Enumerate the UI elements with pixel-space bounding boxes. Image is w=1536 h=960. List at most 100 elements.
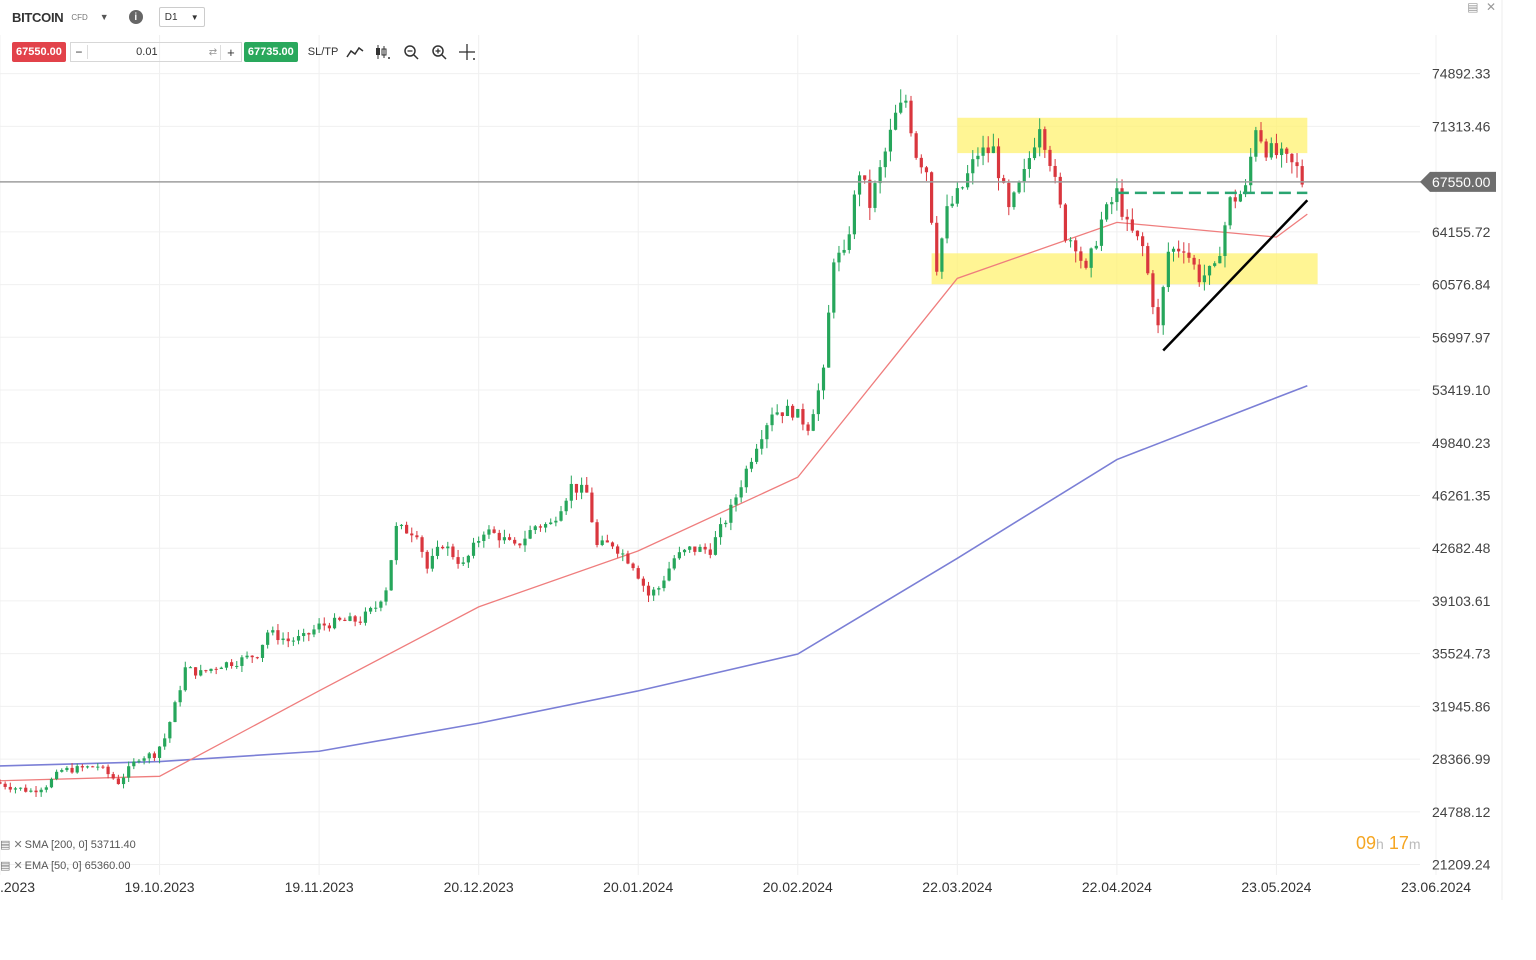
- candle-body: [935, 222, 939, 272]
- candle-body: [991, 146, 995, 154]
- quantity-minus-button[interactable]: −: [71, 45, 88, 59]
- quantity-plus-button[interactable]: +: [219, 44, 241, 60]
- candle-body: [821, 367, 826, 391]
- candle-body: [477, 540, 481, 543]
- candle-body: [147, 753, 151, 759]
- candle-body: [1022, 168, 1026, 183]
- candle-body: [914, 133, 918, 158]
- timeframe-select[interactable]: D1 ▼: [158, 7, 205, 27]
- candle-body: [1089, 248, 1093, 268]
- candle-body: [564, 500, 568, 512]
- candle-body: [451, 546, 455, 558]
- y-tick-label: 49840.23: [1432, 435, 1491, 451]
- candle-body: [1243, 185, 1248, 195]
- candle-body: [116, 778, 120, 785]
- sell-button[interactable]: 67550.00: [12, 42, 66, 62]
- candle-body: [193, 667, 198, 676]
- candle-body: [317, 623, 321, 630]
- x-tick-label: 19.11.2023: [285, 879, 354, 895]
- candle-body: [0, 782, 2, 784]
- y-tick-label: 42682.48: [1432, 540, 1491, 556]
- candle-body: [832, 262, 836, 313]
- candle-body: [816, 390, 820, 415]
- candle-body: [837, 252, 841, 263]
- candle-body: [780, 412, 784, 416]
- symbol-name[interactable]: BITCOIN: [12, 9, 64, 25]
- detach-icon[interactable]: ▤: [1467, 0, 1479, 14]
- candle-body: [811, 414, 815, 431]
- candle-body: [847, 234, 851, 250]
- candle-body: [641, 578, 645, 586]
- candle-body: [461, 562, 465, 564]
- candle-body: [1146, 246, 1150, 274]
- countdown-hours-unit: h: [1376, 836, 1384, 852]
- candle-body: [708, 549, 712, 555]
- ema-50-line: [0, 213, 1308, 782]
- candle-body: [199, 670, 203, 676]
- candle-body: [471, 542, 476, 556]
- candle-body: [39, 789, 43, 793]
- swap-icon[interactable]: ⇄: [208, 46, 218, 58]
- candle-body: [425, 551, 429, 569]
- candle-body: [1202, 275, 1206, 283]
- candle-body: [1115, 188, 1119, 203]
- candle-body: [260, 644, 265, 658]
- countdown-hours: 09: [1356, 833, 1377, 853]
- candle-body: [1141, 236, 1145, 247]
- sltp-button[interactable]: SL/TP: [307, 46, 339, 58]
- zoom-out-icon[interactable]: [400, 42, 422, 62]
- candle-body: [616, 546, 620, 554]
- candles-icon[interactable]: [372, 42, 394, 62]
- window-controls: ▤ ✕: [1467, 0, 1496, 14]
- candle-body: [940, 238, 944, 272]
- candle-body: [1207, 265, 1212, 276]
- candle-body: [868, 179, 872, 208]
- candle-body: [394, 525, 398, 561]
- candle-body: [718, 524, 723, 538]
- candle-body: [518, 543, 522, 546]
- candle-body: [801, 409, 805, 425]
- candle-body: [240, 657, 244, 666]
- candle-body: [1187, 252, 1191, 258]
- candle-body: [338, 617, 342, 620]
- candle-body: [219, 667, 223, 670]
- info-icon[interactable]: i: [128, 10, 143, 24]
- candle-body: [1110, 202, 1114, 205]
- candle-body: [224, 662, 229, 668]
- candle-body: [296, 636, 301, 641]
- candle-body: [389, 560, 393, 591]
- candle-body: [739, 487, 743, 498]
- candle-body: [446, 546, 450, 549]
- candle-body: [1038, 129, 1042, 148]
- candle-body: [883, 151, 887, 168]
- buy-button[interactable]: 67735.00: [243, 42, 298, 62]
- candle-body: [1032, 147, 1037, 159]
- sma-legend[interactable]: ▤ ✕ SMA [200, 0] 53711.40: [0, 835, 136, 856]
- quantity-input[interactable]: 0.01: [136, 46, 158, 58]
- y-tick-label: 60576.84: [1432, 277, 1491, 293]
- close-icon[interactable]: ▤ ✕: [0, 860, 23, 872]
- candle-body: [1177, 248, 1181, 252]
- candle-body: [652, 589, 656, 596]
- candle-body: [945, 206, 949, 239]
- candle-body: [744, 468, 748, 488]
- crosshair-icon[interactable]: [456, 42, 478, 62]
- countdown-minutes: 17: [1388, 833, 1409, 853]
- candle-body: [966, 173, 970, 188]
- candle-body: [893, 112, 898, 130]
- candle-body: [379, 601, 383, 608]
- candle-body: [358, 621, 362, 623]
- zoom-in-icon[interactable]: [428, 42, 450, 62]
- symbol-dropdown-icon[interactable]: ▼: [99, 12, 109, 22]
- x-tick-label: 18.09.2023: [0, 879, 35, 895]
- candle-body: [554, 520, 558, 523]
- quantity-stepper[interactable]: − 0.01 ⇄ +: [69, 42, 242, 62]
- candle-body: [29, 790, 33, 792]
- ema-legend[interactable]: ▤ ✕ EMA [50, 0] 65360.00: [0, 856, 136, 877]
- close-icon[interactable]: ✕: [1485, 0, 1496, 14]
- line-chart-icon[interactable]: [344, 42, 366, 62]
- candle-body: [34, 790, 38, 793]
- close-icon[interactable]: ▤ ✕: [0, 839, 23, 851]
- candle-body: [1043, 129, 1047, 150]
